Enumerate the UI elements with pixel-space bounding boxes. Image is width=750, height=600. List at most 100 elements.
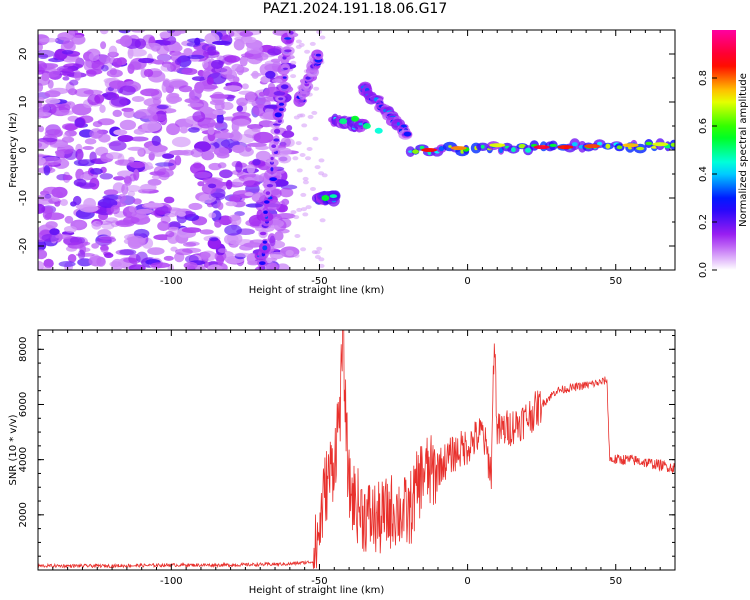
noise-blob [243, 180, 260, 188]
noise-blob [226, 69, 238, 82]
noise-blob [53, 142, 68, 148]
noise-blob [74, 70, 82, 81]
noise-blob [109, 261, 122, 268]
noise-blob [309, 41, 316, 46]
noise-blob [214, 219, 222, 228]
noise-blob [52, 196, 60, 202]
noise-blob [251, 127, 261, 132]
noise-blob [274, 231, 284, 241]
noise-blob [39, 104, 51, 113]
noise-blob [236, 105, 243, 112]
noise-blob [223, 85, 242, 91]
noise-blob [77, 159, 95, 167]
noise-blob [233, 38, 245, 51]
snr-x-axis-label: Height of straight line (km) [249, 585, 385, 596]
noise-blob [297, 113, 303, 118]
noise-blob [255, 150, 271, 162]
spectrogram-y-tick-label: 0 [18, 147, 29, 153]
feature-core [616, 145, 623, 150]
noise-blob [252, 158, 261, 166]
noise-blob [96, 236, 117, 243]
snr-x-tick-label: 50 [609, 576, 622, 587]
noise-blob [316, 246, 323, 251]
noise-blob [95, 220, 113, 225]
noise-blob [45, 98, 61, 105]
noise-blob [171, 44, 183, 52]
feature-core [396, 122, 400, 126]
noise-blob [110, 96, 130, 107]
noise-blob [51, 186, 68, 199]
noise-blob [280, 137, 291, 148]
colorbar-tick-label: 0.8 [698, 70, 709, 86]
noise-blob [112, 109, 123, 117]
noise-blob [44, 212, 65, 220]
noise-blob [43, 258, 54, 269]
noise-blob [305, 156, 311, 161]
feature-core [266, 184, 274, 188]
feature-core [408, 150, 413, 153]
noise-blob [60, 40, 76, 53]
noise-blob [109, 67, 117, 76]
noise-blob [166, 93, 180, 104]
noise-blob [286, 125, 293, 131]
snr-x-tick-label: -100 [160, 576, 183, 587]
noise-blob [295, 44, 302, 49]
noise-blob [269, 235, 276, 247]
noise-blob [48, 103, 66, 108]
colorbar-tick-label: 0.2 [698, 214, 709, 230]
noise-blob [253, 131, 274, 144]
noise-blob [38, 125, 45, 133]
colorbar-tick-label: 0.4 [698, 166, 709, 182]
noise-blob [213, 147, 230, 157]
noise-blob [239, 56, 248, 67]
noise-blob [319, 218, 326, 223]
feature-core [278, 102, 285, 106]
colorbar-gradient [712, 30, 736, 270]
noise-blob [293, 253, 300, 258]
noise-blob [87, 94, 101, 106]
noise-blob [207, 264, 222, 270]
noise-blob [214, 132, 234, 140]
noise-blob [194, 81, 205, 94]
noise-blob [74, 117, 85, 128]
noise-blob [290, 60, 297, 65]
noise-blob [290, 74, 297, 79]
feature-core [282, 76, 287, 79]
feature-core [403, 131, 412, 137]
noise-blob [119, 85, 136, 96]
noise-blob [131, 96, 145, 102]
noise-blob [130, 136, 149, 142]
noise-blob [251, 192, 266, 203]
noise-blob [39, 37, 58, 43]
feature-hotspot [362, 123, 371, 129]
noise-blob [310, 187, 316, 191]
noise-blob [148, 152, 155, 161]
feature-core [597, 141, 603, 146]
noise-blob [136, 251, 148, 263]
noise-blob [100, 30, 109, 35]
noise-blob [38, 156, 46, 165]
feature-core [284, 49, 292, 53]
noise-blob [243, 242, 263, 248]
snr-x-tick-label: 0 [464, 576, 470, 587]
noise-blob [150, 262, 171, 269]
noise-blob [78, 249, 86, 260]
spectrogram-y-tick-label: -20 [18, 238, 29, 254]
noise-blob [92, 121, 103, 128]
noise-blob [207, 127, 215, 135]
snr-line-group [38, 330, 675, 569]
snr-y-tick-label: 8000 [18, 337, 29, 362]
feature-core [259, 231, 267, 236]
noise-blob [242, 36, 257, 44]
noise-blob [230, 129, 241, 142]
noise-blob [227, 232, 243, 245]
noise-blob [38, 139, 49, 150]
noise-blob [219, 169, 233, 179]
noise-blob [156, 53, 172, 62]
noise-blob [245, 145, 252, 152]
noise-blob [74, 221, 86, 228]
snr-y-axis-label: SNR (10 * v/v) [8, 414, 19, 485]
feature-core [262, 245, 268, 251]
